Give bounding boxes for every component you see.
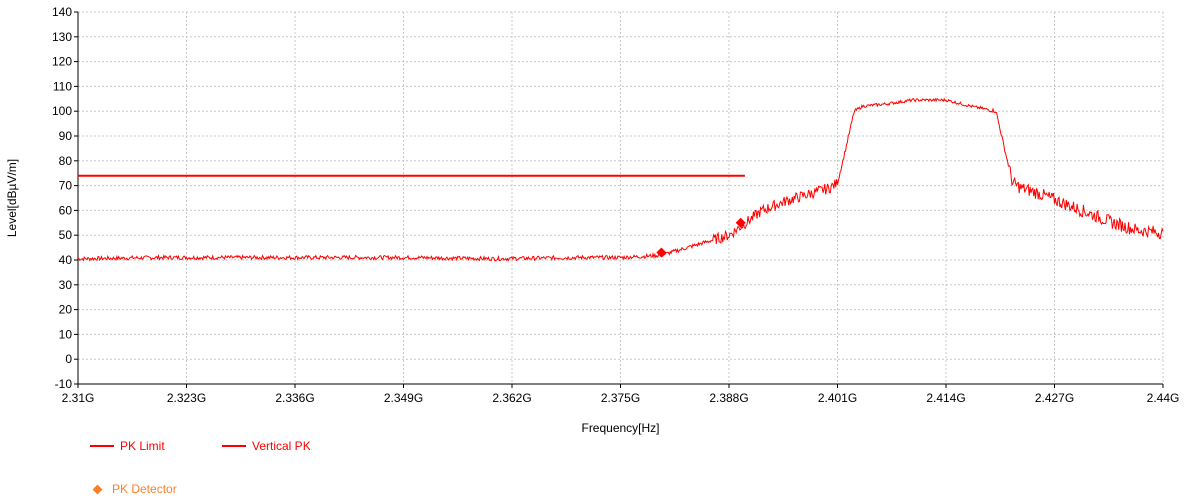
y-tick-label: 80: [59, 154, 73, 168]
y-tick-label: 130: [52, 30, 72, 44]
legend-label-pk-limit: PK Limit: [120, 439, 165, 453]
y-tick-label: 30: [59, 278, 73, 292]
y-tick-label: -10: [55, 377, 73, 391]
y-tick-label: 50: [59, 228, 73, 242]
legend-swatch-pk-limit: [90, 445, 114, 447]
legend-item-pk-limit[interactable]: PK Limit: [90, 439, 165, 453]
x-tick-label: 2.427G: [1035, 391, 1074, 405]
series-vertical-pk-line: [77, 97, 1164, 262]
plot-frame: [74, 11, 1164, 388]
legend-swatch-vertical-pk: [222, 445, 246, 447]
y-tick-label: 90: [59, 129, 73, 143]
y-tick-label: 140: [52, 5, 72, 19]
y-tick-label: 0: [65, 352, 72, 366]
legend-item-vertical-pk[interactable]: Vertical PK: [222, 439, 311, 453]
y-tick-label: 120: [52, 55, 72, 69]
y-tick-label: 60: [59, 203, 73, 217]
x-tick-label: 2.323G: [167, 391, 206, 405]
x-tick-label: 2.349G: [384, 391, 423, 405]
pk-detector-marker: [735, 217, 746, 228]
x-tick-label: 2.31G: [62, 391, 95, 405]
y-tick-label: 10: [59, 327, 73, 341]
y-tick-label: 100: [52, 104, 72, 118]
marker-layer: [656, 217, 746, 258]
legend-label-vertical-pk: Vertical PK: [252, 439, 311, 453]
legend-swatch-pk-detector: [92, 484, 103, 494]
grid: [77, 11, 1164, 385]
pk-detector-marker: [656, 247, 667, 258]
legend-label-pk-detector: PK Detector: [112, 482, 177, 496]
x-tick-label: 2.414G: [926, 391, 965, 405]
x-tick-label: 2.375G: [601, 391, 640, 405]
y-tick-label: 70: [59, 179, 73, 193]
x-tick-label: 2.44G: [1147, 391, 1180, 405]
x-tick-label: 2.401G: [818, 391, 857, 405]
x-tick-label: 2.388G: [709, 391, 748, 405]
tick-layer: -10 0 10 20 30 40 50 60 70 80 90 100 110 120 130 140 2.3…: [52, 5, 1179, 405]
series-layer: [77, 97, 1164, 262]
y-tick-label: 20: [59, 303, 73, 317]
x-tick-label: 2.336G: [275, 391, 314, 405]
y-axis-title: Level[dBµV/m]: [5, 159, 19, 237]
legend-item-pk-detector[interactable]: PK Detector: [90, 482, 177, 496]
x-tick-label: 2.362G: [492, 391, 531, 405]
y-tick-label: 110: [53, 79, 72, 93]
y-tick-label: 40: [59, 253, 73, 267]
x-axis-title: Frequency[Hz]: [581, 421, 659, 435]
